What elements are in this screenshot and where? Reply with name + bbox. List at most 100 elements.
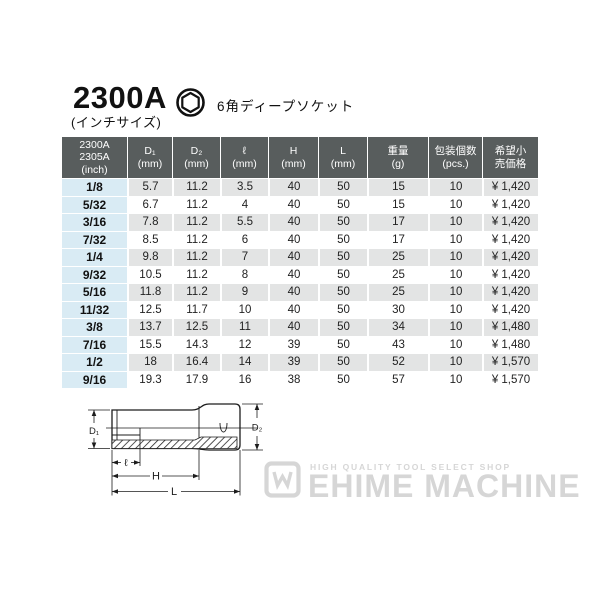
spec-cell: 10 (428, 370, 482, 388)
spec-cell: ¥ 1,420 (482, 283, 538, 301)
spec-cell: 10 (428, 283, 482, 301)
spec-cell: 25 (367, 283, 428, 301)
socket-outline (111, 403, 241, 451)
row-size-inch: 1/4 (62, 248, 127, 266)
spec-cell: 40 (268, 195, 318, 213)
spec-cell: 11.2 (172, 265, 220, 283)
table-row: 9/32 10.5 11.2 8 40 50 25 10 ¥ 1,420 (62, 265, 538, 283)
spec-cell: 25 (367, 265, 428, 283)
spec-cell: 4 (220, 195, 268, 213)
spec-table-header-row: 2300A 2305A (inch) D₁ (mm) D₂ (mm) ℓ (mm) H … (62, 137, 538, 178)
dim-label-d1: D₁ (89, 426, 99, 437)
spec-cell: 10 (428, 265, 482, 283)
spec-cell: 10 (428, 300, 482, 318)
watermark-tagline: HIGH QUALITY TOOL SELECT SHOP (310, 462, 511, 472)
table-row: 1/2 18 16.4 14 39 50 52 10 ¥ 1,570 (62, 353, 538, 371)
spec-cell: 11.8 (127, 283, 172, 301)
spec-cell: 11.2 (172, 195, 220, 213)
row-size-inch: 7/32 (62, 230, 127, 248)
spec-cell: 10 (428, 353, 482, 371)
watermark-brand: EHIME MACHINE (308, 468, 581, 504)
spec-cell: 16 (220, 370, 268, 388)
spec-cell: ¥ 1,420 (482, 213, 538, 231)
spec-cell: 13.7 (127, 318, 172, 336)
column-header: 包装個数 (pcs.) (428, 137, 482, 178)
column-header: 希望小 売価格 (482, 137, 538, 178)
spec-cell: 10 (428, 335, 482, 353)
row-size-inch: 9/16 (62, 370, 127, 388)
socket-dimension-diagram: D₁ D₂ ℓ H L (88, 403, 263, 498)
spec-cell: 15.5 (127, 335, 172, 353)
table-row: 11/32 12.5 11.7 10 40 50 30 10 ¥ 1,420 (62, 300, 538, 318)
spec-cell: 11.2 (172, 213, 220, 231)
spec-cell: 50 (318, 318, 367, 336)
row-size-inch: 3/8 (62, 318, 127, 336)
spec-cell: 57 (367, 370, 428, 388)
spec-cell: 3.5 (220, 178, 268, 196)
dim-label-d2: D₂ (252, 423, 263, 434)
spec-cell: 11.2 (172, 248, 220, 266)
spec-cell: ¥ 1,420 (482, 195, 538, 213)
table-row: 3/8 13.7 12.5 11 40 50 34 10 ¥ 1,480 (62, 318, 538, 336)
column-header: L (mm) (318, 137, 367, 178)
spec-cell: 5.7 (127, 178, 172, 196)
table-row: 7/32 8.5 11.2 6 40 50 17 10 ¥ 1,420 (62, 230, 538, 248)
spec-table-body: 1/8 5.7 11.2 3.5 40 50 15 10 ¥ 1,420 5/32 6.7 11.2 4… (62, 178, 538, 388)
spec-cell: 40 (268, 283, 318, 301)
table-row: 5/32 6.7 11.2 4 40 50 15 10 ¥ 1,420 (62, 195, 538, 213)
row-size-inch: 7/16 (62, 335, 127, 353)
spec-cell: 40 (268, 248, 318, 266)
spec-cell: 8.5 (127, 230, 172, 248)
spec-cell: 14 (220, 353, 268, 371)
spec-cell: 50 (318, 265, 367, 283)
spec-cell: 40 (268, 213, 318, 231)
spec-cell: 40 (268, 300, 318, 318)
spec-cell: 40 (268, 178, 318, 196)
spec-cell: 6.7 (127, 195, 172, 213)
spec-cell: 12.5 (127, 300, 172, 318)
spec-cell: 38 (268, 370, 318, 388)
spec-cell: 8 (220, 265, 268, 283)
spec-cell: 50 (318, 178, 367, 196)
spec-cell: 10 (428, 230, 482, 248)
spec-cell: ¥ 1,570 (482, 370, 538, 388)
dim-label-h: H (152, 471, 160, 483)
spec-cell: 16.4 (172, 353, 220, 371)
spec-cell: 11.2 (172, 230, 220, 248)
table-row: 1/4 9.8 11.2 7 40 50 25 10 ¥ 1,420 (62, 248, 538, 266)
spec-cell: ¥ 1,420 (482, 248, 538, 266)
spec-cell: 30 (367, 300, 428, 318)
hex-socket-cross-section-icon (176, 88, 205, 117)
spec-cell: 14.3 (172, 335, 220, 353)
spec-cell: 17.9 (172, 370, 220, 388)
spec-cell: 50 (318, 213, 367, 231)
spec-table: 2300A 2305A (inch) D₁ (mm) D₂ (mm) ℓ (mm) H … (62, 137, 538, 388)
spec-cell: 10 (428, 318, 482, 336)
row-size-inch: 5/32 (62, 195, 127, 213)
spec-cell: 12.5 (172, 318, 220, 336)
spec-cell: 50 (318, 283, 367, 301)
spec-cell: 50 (318, 370, 367, 388)
spec-cell: 25 (367, 248, 428, 266)
spec-cell: ¥ 1,420 (482, 178, 538, 196)
spec-cell: 10 (428, 213, 482, 231)
table-row: 3/16 7.8 11.2 5.5 40 50 17 10 ¥ 1,420 (62, 213, 538, 231)
column-header: 重量 (g) (367, 137, 428, 178)
spec-cell: 11 (220, 318, 268, 336)
spec-cell: 10 (428, 178, 482, 196)
spec-cell: 50 (318, 300, 367, 318)
spec-cell: ¥ 1,570 (482, 353, 538, 371)
spec-cell: 7 (220, 248, 268, 266)
spec-cell: ¥ 1,420 (482, 265, 538, 283)
section-hatch (111, 436, 238, 449)
spec-cell: 39 (268, 335, 318, 353)
table-row: 9/16 19.3 17.9 16 38 50 57 10 ¥ 1,570 (62, 370, 538, 388)
spec-cell: 50 (318, 353, 367, 371)
dim-label-l: L (171, 486, 177, 498)
spec-cell: 50 (318, 248, 367, 266)
spec-cell: 11.2 (172, 178, 220, 196)
spec-cell: 40 (268, 318, 318, 336)
spec-cell: 34 (367, 318, 428, 336)
column-header: D₁ (mm) (127, 137, 172, 178)
